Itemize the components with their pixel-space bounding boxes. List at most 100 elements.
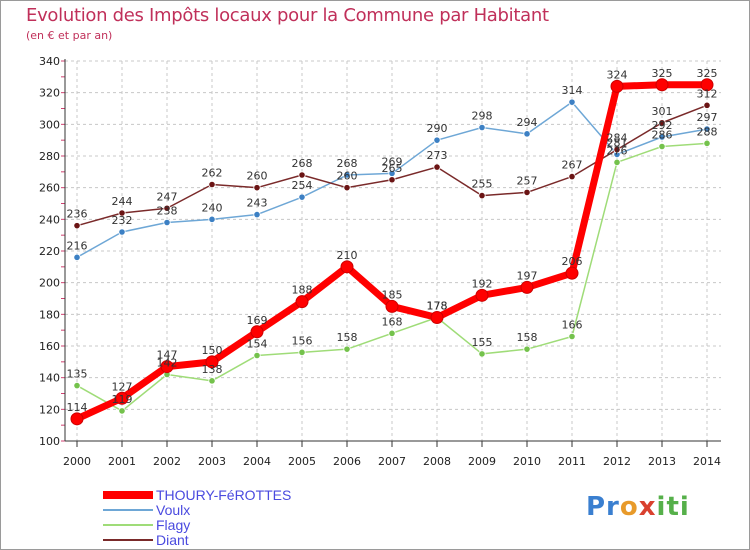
logo-part-4: iti [656, 492, 690, 522]
data-point [250, 325, 264, 339]
data-label: 154 [247, 338, 268, 351]
data-point [298, 171, 306, 179]
data-label: 298 [472, 110, 493, 123]
data-label: 247 [157, 190, 178, 203]
y-tick-label: 280 [39, 150, 60, 163]
data-point [700, 78, 714, 92]
data-label: 240 [202, 201, 223, 214]
data-point [298, 193, 306, 201]
y-tick-label: 160 [39, 340, 60, 353]
data-label: 257 [517, 174, 538, 187]
data-point [343, 184, 351, 192]
data-label: 138 [202, 363, 223, 376]
data-label: 178 [427, 300, 448, 313]
y-tick-label: 240 [39, 213, 60, 226]
data-label: 324 [607, 68, 628, 81]
data-point [703, 125, 711, 133]
data-label: 216 [67, 239, 88, 252]
data-label: 243 [247, 197, 268, 210]
data-label: 255 [472, 178, 493, 191]
data-label: 135 [67, 368, 88, 381]
data-point [160, 360, 174, 374]
legend-label-3: Diant [156, 532, 189, 548]
data-label: 238 [157, 205, 178, 218]
y-tick-label: 200 [39, 277, 60, 290]
data-label: 281 [607, 136, 628, 149]
data-point [523, 345, 531, 353]
data-point [475, 288, 489, 302]
data-label: 268 [337, 157, 358, 170]
data-point [253, 210, 261, 219]
data-label: 232 [112, 214, 133, 227]
data-point [565, 266, 579, 280]
data-label: 192 [472, 277, 493, 290]
x-tick-label: 2011 [558, 455, 586, 468]
data-label: 276 [607, 144, 628, 157]
data-point [613, 158, 621, 166]
x-tick-label: 2009 [468, 455, 496, 468]
data-label: 292 [652, 119, 673, 132]
data-label: 206 [562, 255, 583, 268]
data-label: 156 [292, 334, 313, 347]
data-label: 158 [517, 331, 538, 344]
data-label: 185 [382, 288, 403, 301]
chart-subtitle: (en € et par an) [26, 29, 113, 42]
data-point [295, 295, 309, 309]
data-point [658, 119, 666, 127]
data-point [568, 98, 576, 106]
data-point [613, 146, 621, 154]
data-label: 119 [112, 393, 133, 406]
logo-part-3: x [638, 492, 657, 522]
data-point [703, 139, 711, 147]
data-label: 325 [697, 67, 718, 80]
data-point [253, 184, 261, 192]
data-label: 284 [607, 132, 628, 145]
data-label: 142 [157, 357, 178, 370]
data-label: 294 [517, 116, 538, 129]
data-label: 127 [112, 380, 133, 393]
x-tick-label: 2014 [693, 455, 721, 468]
logo-part-1: Pr [586, 492, 620, 522]
data-point [385, 299, 399, 313]
data-point [478, 350, 486, 358]
data-label: 297 [697, 111, 718, 124]
data-label: 301 [652, 105, 673, 118]
y-tick-label: 180 [39, 308, 60, 321]
x-tick-label: 2002 [153, 455, 181, 468]
data-point [163, 218, 171, 227]
data-point [118, 209, 126, 217]
data-label: 288 [697, 125, 718, 138]
data-labels: 114 127 147 150 169 188 210 185 178 192 197 206 324 3… [67, 67, 718, 414]
grid [65, 60, 721, 442]
y-tick-label: 320 [39, 87, 60, 100]
x-tick-label: 2003 [198, 455, 226, 468]
data-label: 155 [472, 336, 493, 349]
data-point [340, 260, 354, 274]
data-label: 290 [427, 122, 448, 135]
y-tick-label: 100 [39, 435, 60, 448]
data-point [568, 172, 576, 181]
data-point [115, 391, 129, 405]
x-tick-label: 2010 [513, 455, 541, 468]
data-point [430, 311, 444, 324]
proxiti-logo: Proxiti [586, 492, 690, 522]
y-tick-label: 220 [39, 245, 60, 258]
data-label: 260 [337, 170, 358, 183]
data-label: 114 [67, 401, 88, 414]
data-label: 168 [382, 315, 403, 328]
y-tick-label: 120 [39, 403, 60, 416]
x-tick-label: 2012 [603, 455, 631, 468]
data-point [253, 351, 261, 360]
data-point [208, 180, 216, 189]
data-point [208, 377, 216, 385]
x-tick-label: 2001 [108, 455, 136, 468]
x-tick-label: 2005 [288, 455, 316, 468]
data-label: 260 [247, 170, 268, 183]
data-label: 262 [202, 167, 223, 180]
data-label: 269 [382, 155, 403, 168]
data-label: 286 [652, 129, 673, 142]
data-label: 197 [517, 269, 538, 282]
data-point [118, 407, 126, 415]
y-tick-label: 300 [39, 118, 60, 131]
